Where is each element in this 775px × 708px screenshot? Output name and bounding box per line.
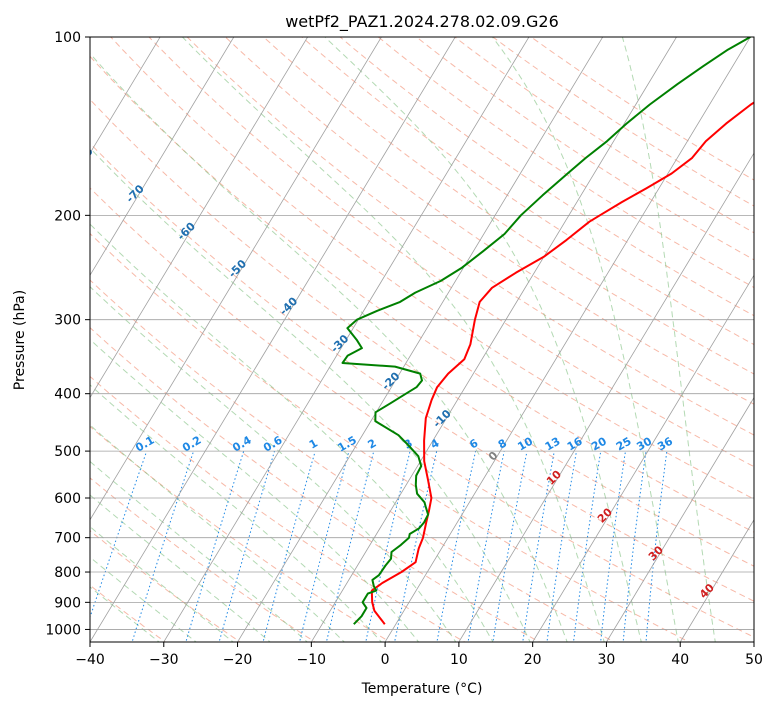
temperature-profile-line — [370, 101, 754, 625]
isotherm-line — [605, 396, 754, 642]
isotherm-line — [90, 37, 382, 521]
x-axis-title: Temperature (°C) — [361, 681, 483, 697]
isotherm-line — [532, 274, 754, 642]
x-tick-label: 40 — [671, 652, 689, 668]
x-tick-label: 50 — [745, 652, 763, 668]
y-tick-label: 400 — [54, 387, 81, 403]
isotherm-line — [458, 152, 754, 642]
y-tick-label: 800 — [54, 565, 81, 581]
x-tick-label: 20 — [524, 652, 542, 668]
dewpoint-profile-line — [341, 37, 751, 625]
mixing-ratio-line — [492, 451, 528, 642]
mixing-ratio-line — [218, 450, 275, 642]
dry-adiabat-line — [262, 37, 754, 375]
y-tick-label: 700 — [54, 531, 81, 547]
y-tick-label: 500 — [54, 444, 81, 460]
moist-adiabat-line — [90, 526, 234, 642]
isotherm-line — [90, 37, 309, 399]
moist-adiabat-line — [90, 384, 383, 642]
moist-adiabat-line — [90, 556, 197, 642]
mixing-ratio-line — [299, 450, 350, 642]
x-tick-label: −10 — [297, 652, 327, 668]
mixing-ratio-line — [325, 450, 375, 642]
y-tick-label: 200 — [54, 208, 81, 224]
mixing-ratio-line — [185, 450, 245, 642]
x-tick-label: 10 — [450, 652, 468, 668]
isotherm-line — [384, 37, 751, 642]
dry-adiabat-line — [90, 98, 754, 567]
mixing-ratio-line — [365, 450, 411, 642]
isotherm-line — [90, 37, 161, 154]
x-tick-label: −30 — [149, 652, 179, 668]
x-tick-label: 0 — [381, 652, 390, 668]
isotherm-line — [237, 37, 604, 642]
y-tick-label: 600 — [54, 491, 81, 507]
profile-series — [341, 37, 754, 625]
x-axis: −40 −30 −20 −10 0 10 20 30 40 50 — [75, 642, 763, 668]
plot-frame — [89, 36, 755, 643]
y-tick-label: 900 — [54, 595, 81, 611]
dry-adiabat-line — [377, 37, 754, 289]
moist-adiabat-line — [90, 338, 420, 642]
y-tick-label: 300 — [54, 313, 81, 329]
mixing-ratio-line — [262, 450, 316, 642]
dry-adiabat-line — [110, 37, 754, 500]
isotherm-line — [679, 519, 754, 642]
isotherm-line — [163, 37, 530, 642]
grid — [90, 37, 754, 642]
chart-title: wetPf2_PAZ1.2024.278.02.09.G26 — [285, 12, 559, 32]
mixing-ratio-line — [131, 450, 195, 642]
y-axis-title: Pressure (hPa) — [12, 290, 28, 390]
x-tick-label: −40 — [75, 652, 105, 668]
moist-adiabat-line — [90, 460, 308, 642]
y-tick-label: 100 — [54, 30, 81, 46]
y-axis: 100 200 300 400 500 600 700 800 900 1000 — [45, 30, 90, 638]
x-tick-label: −20 — [223, 652, 253, 668]
dry-adiabat-line — [224, 37, 754, 405]
isotherm-line — [90, 37, 235, 277]
mixing-ratio-line — [436, 450, 477, 642]
isotherm-line — [90, 37, 456, 642]
x-tick-label: 30 — [598, 652, 616, 668]
dry-adiabat-label: -80 — [72, 145, 95, 168]
dry-adiabat-line — [90, 55, 754, 533]
moist-adiabat-line — [90, 223, 494, 642]
y-tick-label: 1000 — [45, 622, 81, 638]
